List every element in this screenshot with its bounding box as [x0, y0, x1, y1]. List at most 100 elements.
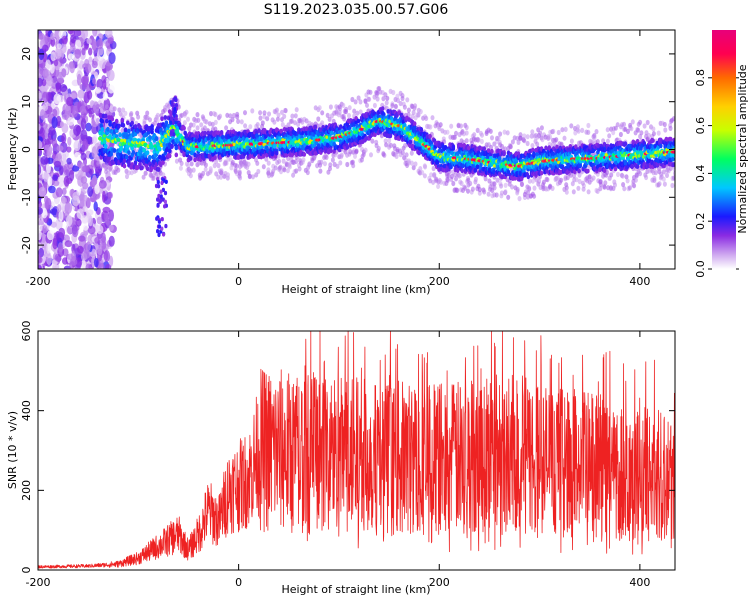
- spectrogram-halo-cell: [238, 175, 243, 181]
- spectrogram-halo-cell: [671, 116, 675, 122]
- spectrogram-ridge-cell: [203, 130, 207, 136]
- spectrogram-noise-cell: [85, 241, 91, 251]
- spectrogram-noise-cell: [88, 215, 93, 227]
- spectrogram-halo-cell: [632, 183, 637, 189]
- spectrogram-halo-cell: [432, 172, 437, 178]
- spectrogram-halo-cell: [191, 122, 196, 128]
- spectrogram-noise-cell: [71, 195, 80, 207]
- spectrogram-ridge-cell: [451, 144, 456, 150]
- spectrogram-noise-cell: [92, 134, 98, 145]
- spectrogram-halo-cell: [535, 134, 540, 140]
- spectrogram-noise-cell: [67, 136, 72, 146]
- spectrogram-halo-cell: [210, 121, 215, 127]
- spectrogram-halo-cell: [161, 109, 166, 115]
- spectrogram-halo-cell: [317, 105, 322, 111]
- spectrogram-halo-cell: [663, 127, 668, 133]
- spectrogram-noise-cell: [96, 216, 103, 225]
- spectrogram-halo-cell: [270, 171, 275, 177]
- spectrogram-halo-cell: [224, 125, 229, 131]
- spectrogram-ridge-cell: [127, 150, 131, 156]
- spectrogram-noise-cell: [66, 157, 72, 165]
- spectrogram-ridge-cell: [408, 139, 413, 145]
- spectrogram-halo-cell: [633, 177, 638, 183]
- spectrogram-noise-cell: [98, 180, 107, 189]
- spectrogram-halo-cell: [564, 185, 569, 191]
- spectrogram-halo-cell: [556, 129, 561, 136]
- spectrogram-halo-cell: [541, 179, 546, 185]
- spectrogram-halo-cell: [216, 163, 221, 169]
- spectrogram-halo-cell: [503, 182, 508, 188]
- spectrogram-noise-cell: [79, 198, 85, 208]
- spectrogram-halo-cell: [470, 186, 475, 192]
- spectrogram-halo-cell: [353, 153, 357, 159]
- spectrogram-halo-cell: [234, 163, 239, 169]
- spectrogram-halo-cell: [622, 186, 627, 192]
- spectrogram-halo-cell: [527, 178, 532, 184]
- spectrogram-halo-cell: [344, 109, 348, 115]
- spectrogram-halo-cell: [662, 181, 667, 187]
- spectrogram-ridge-cell: [148, 155, 152, 161]
- spectrogram-noise-cell: [51, 138, 58, 148]
- spectrogram-halo-cell: [429, 172, 434, 178]
- spectrogram-halo-cell: [229, 165, 234, 171]
- spectrogram-halo-cell: [325, 112, 330, 118]
- spectrogram-halo-cell: [213, 111, 218, 118]
- spectrogram-noise-cell: [73, 30, 82, 37]
- spectrogram-noise-cell: [83, 194, 88, 202]
- spectrogram-ridge-cell: [154, 136, 159, 142]
- spectrogram-noise-cell: [38, 228, 42, 241]
- spectrogram-halo-cell: [281, 158, 286, 164]
- spectrogram-halo-cell: [95, 117, 100, 123]
- spectrogram-halo-cell: [265, 116, 270, 122]
- spectrogram-halo-cell: [385, 95, 390, 101]
- spectrogram-halo-cell: [495, 177, 500, 183]
- spectrogram-noise-cell: [46, 230, 55, 241]
- spectrogram-halo-cell: [607, 133, 612, 139]
- spectrogram-noise-cell: [87, 90, 93, 100]
- spectrogram-halo-cell: [445, 177, 450, 183]
- spectrogram-halo-cell: [420, 170, 425, 176]
- spectrogram-noise-cell: [52, 174, 58, 181]
- spectrogram-halo-cell: [486, 191, 491, 197]
- spectrogram-halo-cell: [489, 144, 494, 150]
- spectrogram-ridge-cell: [167, 153, 172, 159]
- spectrogram-halo-cell: [186, 116, 190, 122]
- spectrogram-halo-cell: [95, 103, 100, 110]
- spectrogram-ridge-cell: [156, 167, 161, 172]
- spectrogram-noise-cell: [67, 117, 75, 126]
- spectrogram-noise-cell: [58, 227, 66, 238]
- spectrogram-halo-cell: [406, 158, 411, 164]
- spectrogram-halo-cell: [136, 114, 141, 120]
- spectrogram-halo-cell: [236, 118, 241, 124]
- spectrogram-halo-cell: [276, 112, 281, 118]
- spectrogram-halo-cell: [475, 127, 480, 133]
- spectrogram-noise-cell: [61, 132, 67, 144]
- spectrogram-halo-cell: [237, 169, 242, 175]
- spectrogram-halo-cell: [280, 109, 284, 115]
- spectrogram-halo-cell: [126, 170, 131, 176]
- spectrogram-halo-cell: [532, 193, 537, 199]
- spectrogram-halo-cell: [208, 166, 213, 172]
- spectrogram-halo-cell: [576, 185, 581, 191]
- spectrogram-noise-cell: [66, 96, 74, 107]
- spectrogram-halo-cell: [233, 168, 238, 174]
- spectrogram-halo-cell: [239, 162, 244, 168]
- spectrogram-halo-cell: [376, 145, 381, 152]
- spectrogram-halo-cell: [121, 107, 126, 113]
- spectrogram-noise-cell: [41, 78, 47, 87]
- spectrogram-noise-cell: [47, 176, 53, 187]
- spectrogram-noise-cell: [54, 47, 62, 59]
- spectrogram-halo-cell: [184, 109, 189, 115]
- spectrogram-ridge-cell: [356, 118, 361, 124]
- spectrogram-halo-cell: [393, 103, 398, 109]
- spectrogram-noise-cell: [95, 87, 102, 94]
- spectrogram-noise-cell: [77, 89, 85, 99]
- spectrogram-halo-cell: [619, 124, 623, 130]
- spectrogram-ridge-cell: [124, 154, 129, 160]
- spectrogram-halo-cell: [316, 116, 321, 122]
- spectrogram-halo-cell: [235, 114, 240, 120]
- spectrogram-noise-cell: [108, 224, 114, 232]
- spectrogram-ridge-cell: [412, 125, 417, 131]
